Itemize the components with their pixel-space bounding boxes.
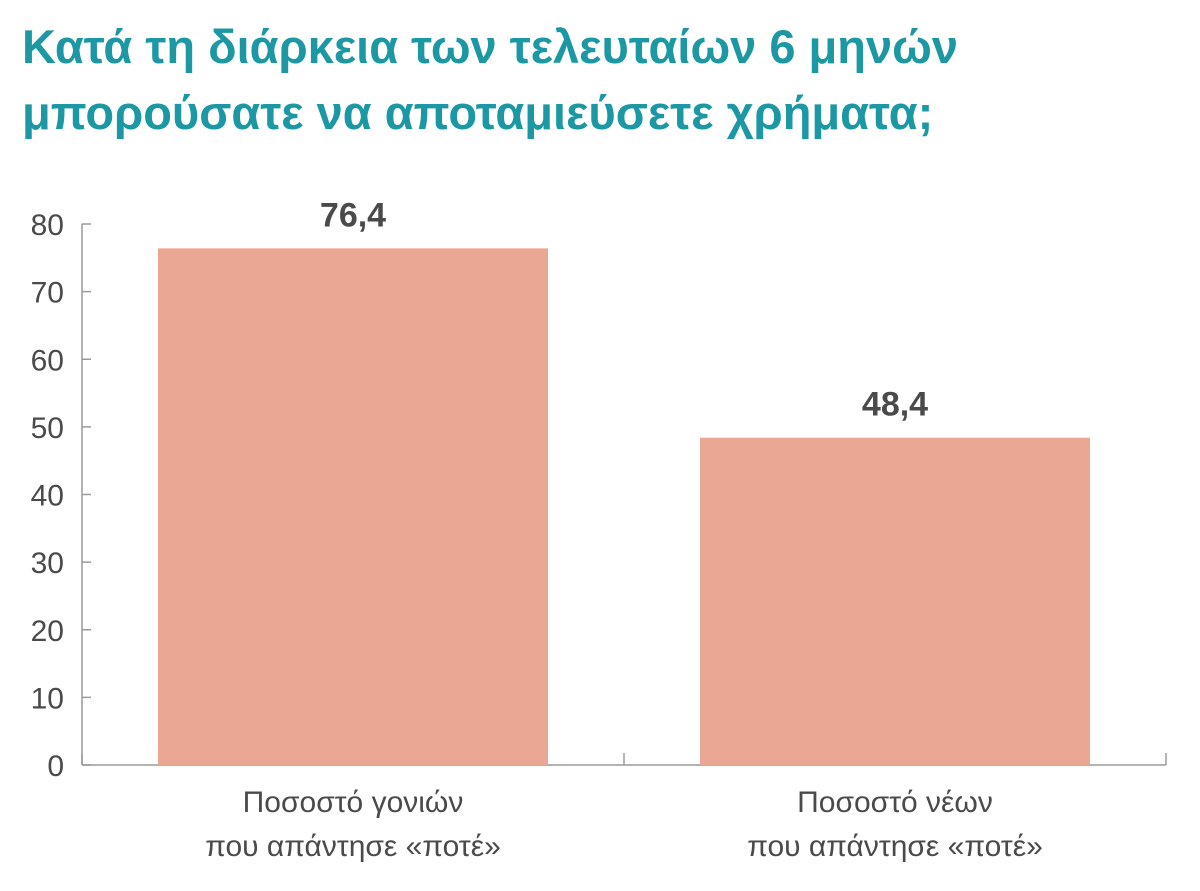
chart-title: Κατά τη διάρκεια των τελευταίων 6 μηνών … (22, 14, 1182, 146)
y-tick-label: 40 (31, 480, 64, 513)
bars (158, 248, 1090, 766)
data-label: 48,4 (862, 386, 928, 424)
labels: 0 10 20 30 40 50 60 70 80 76,4 Ποσοστό γονιών που α… (31, 196, 1043, 863)
chart-title-line-2: μπορούσατε να αποταμιεύσετε χρήματα; (22, 86, 934, 139)
y-tick-label: 10 (31, 682, 64, 715)
chart-title-line-1: Κατά τη διάρκεια των τελευταίων 6 μηνών (22, 20, 958, 73)
x-tick-label: που απάντησε «ποτέ» (205, 830, 501, 863)
y-tick-label: 0 (47, 750, 64, 783)
x-tick-label: που απάντησε «ποτέ» (747, 830, 1043, 863)
y-tick-label: 70 (31, 277, 64, 310)
y-tick-label: 60 (31, 344, 64, 377)
y-tick-label: 20 (31, 615, 64, 648)
y-tick-label: 80 (31, 209, 64, 242)
data-label: 76,4 (320, 196, 386, 234)
bar (700, 437, 1090, 765)
x-tick-label: Ποσοστό νέων (797, 786, 993, 819)
y-tick-label: 30 (31, 547, 64, 580)
y-tick-label: 50 (31, 412, 64, 445)
bar (158, 248, 548, 766)
x-tick-label: Ποσοστό γονιών (243, 786, 464, 819)
